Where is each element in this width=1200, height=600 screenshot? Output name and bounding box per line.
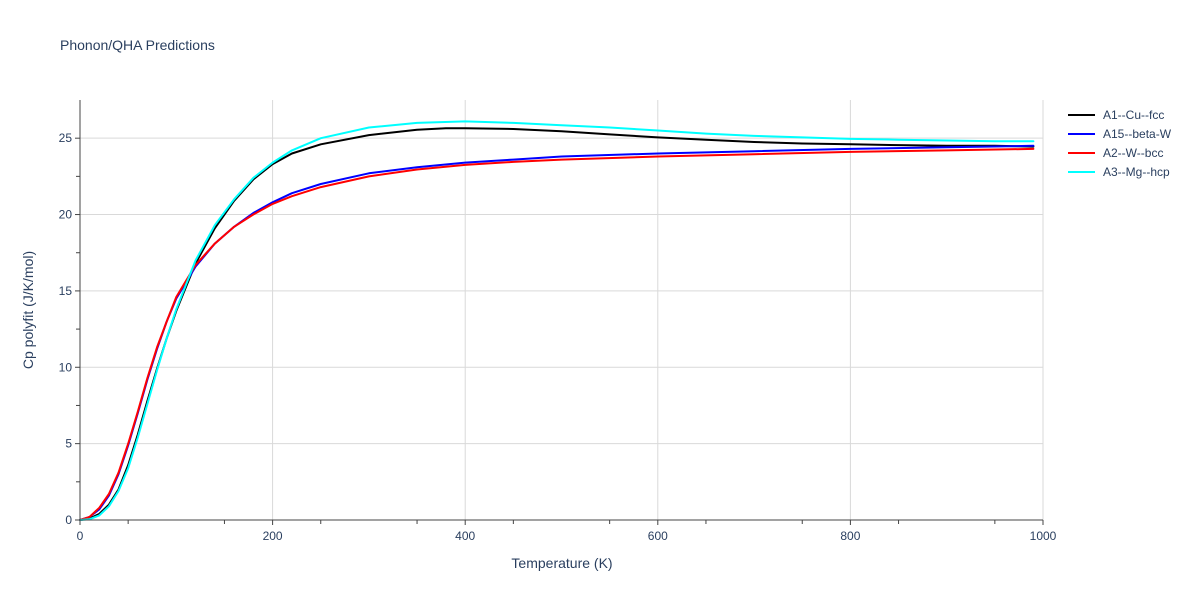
y-tick-label: 0 (65, 513, 72, 527)
x-tick-label: 600 (648, 529, 668, 543)
legend-label: A1--Cu--fcc (1103, 108, 1164, 122)
x-tick-label: 400 (455, 529, 475, 543)
x-axis-title: Temperature (K) (511, 555, 612, 571)
legend-label: A15--beta-W (1103, 127, 1172, 141)
y-tick-label: 10 (59, 360, 73, 374)
legend-item[interactable]: A15--beta-W (1068, 127, 1172, 141)
chart-title: Phonon/QHA Predictions (60, 37, 215, 53)
x-tick-label: 200 (263, 529, 283, 543)
legend-label: A3--Mg--hcp (1103, 165, 1170, 179)
x-tick-label: 1000 (1030, 529, 1057, 543)
y-tick-label: 5 (65, 437, 72, 451)
axes: 0 200 400 600 800 1000 0 5 10 15 20 25 (59, 100, 1057, 543)
legend-item[interactable]: A1--Cu--fcc (1068, 108, 1164, 122)
series-line-a15-beta-w (79, 144, 1035, 521)
x-tick-label: 800 (840, 529, 860, 543)
grid-lines (80, 100, 1044, 520)
y-axis-title: Cp polyfit (J/K/mol) (20, 251, 36, 369)
series-line-a1-cu-fcc (79, 127, 1035, 521)
y-tick-label: 20 (59, 208, 73, 222)
legend-label: A2--W--bcc (1103, 146, 1163, 160)
legend-item[interactable]: A3--Mg--hcp (1068, 165, 1170, 179)
series-lines (79, 120, 1035, 521)
y-tick-label: 15 (59, 284, 73, 298)
legend-item[interactable]: A2--W--bcc (1068, 146, 1163, 160)
legend[interactable]: A1--Cu--fcc A15--beta-W A2--W--bcc A3--Mg--… (1068, 108, 1172, 179)
series-line-a3-mg-hcp (79, 120, 1035, 521)
series-line-a2-w-bcc (79, 147, 1035, 521)
y-tick-label: 25 (59, 131, 73, 145)
x-tick-label: 0 (77, 529, 84, 543)
